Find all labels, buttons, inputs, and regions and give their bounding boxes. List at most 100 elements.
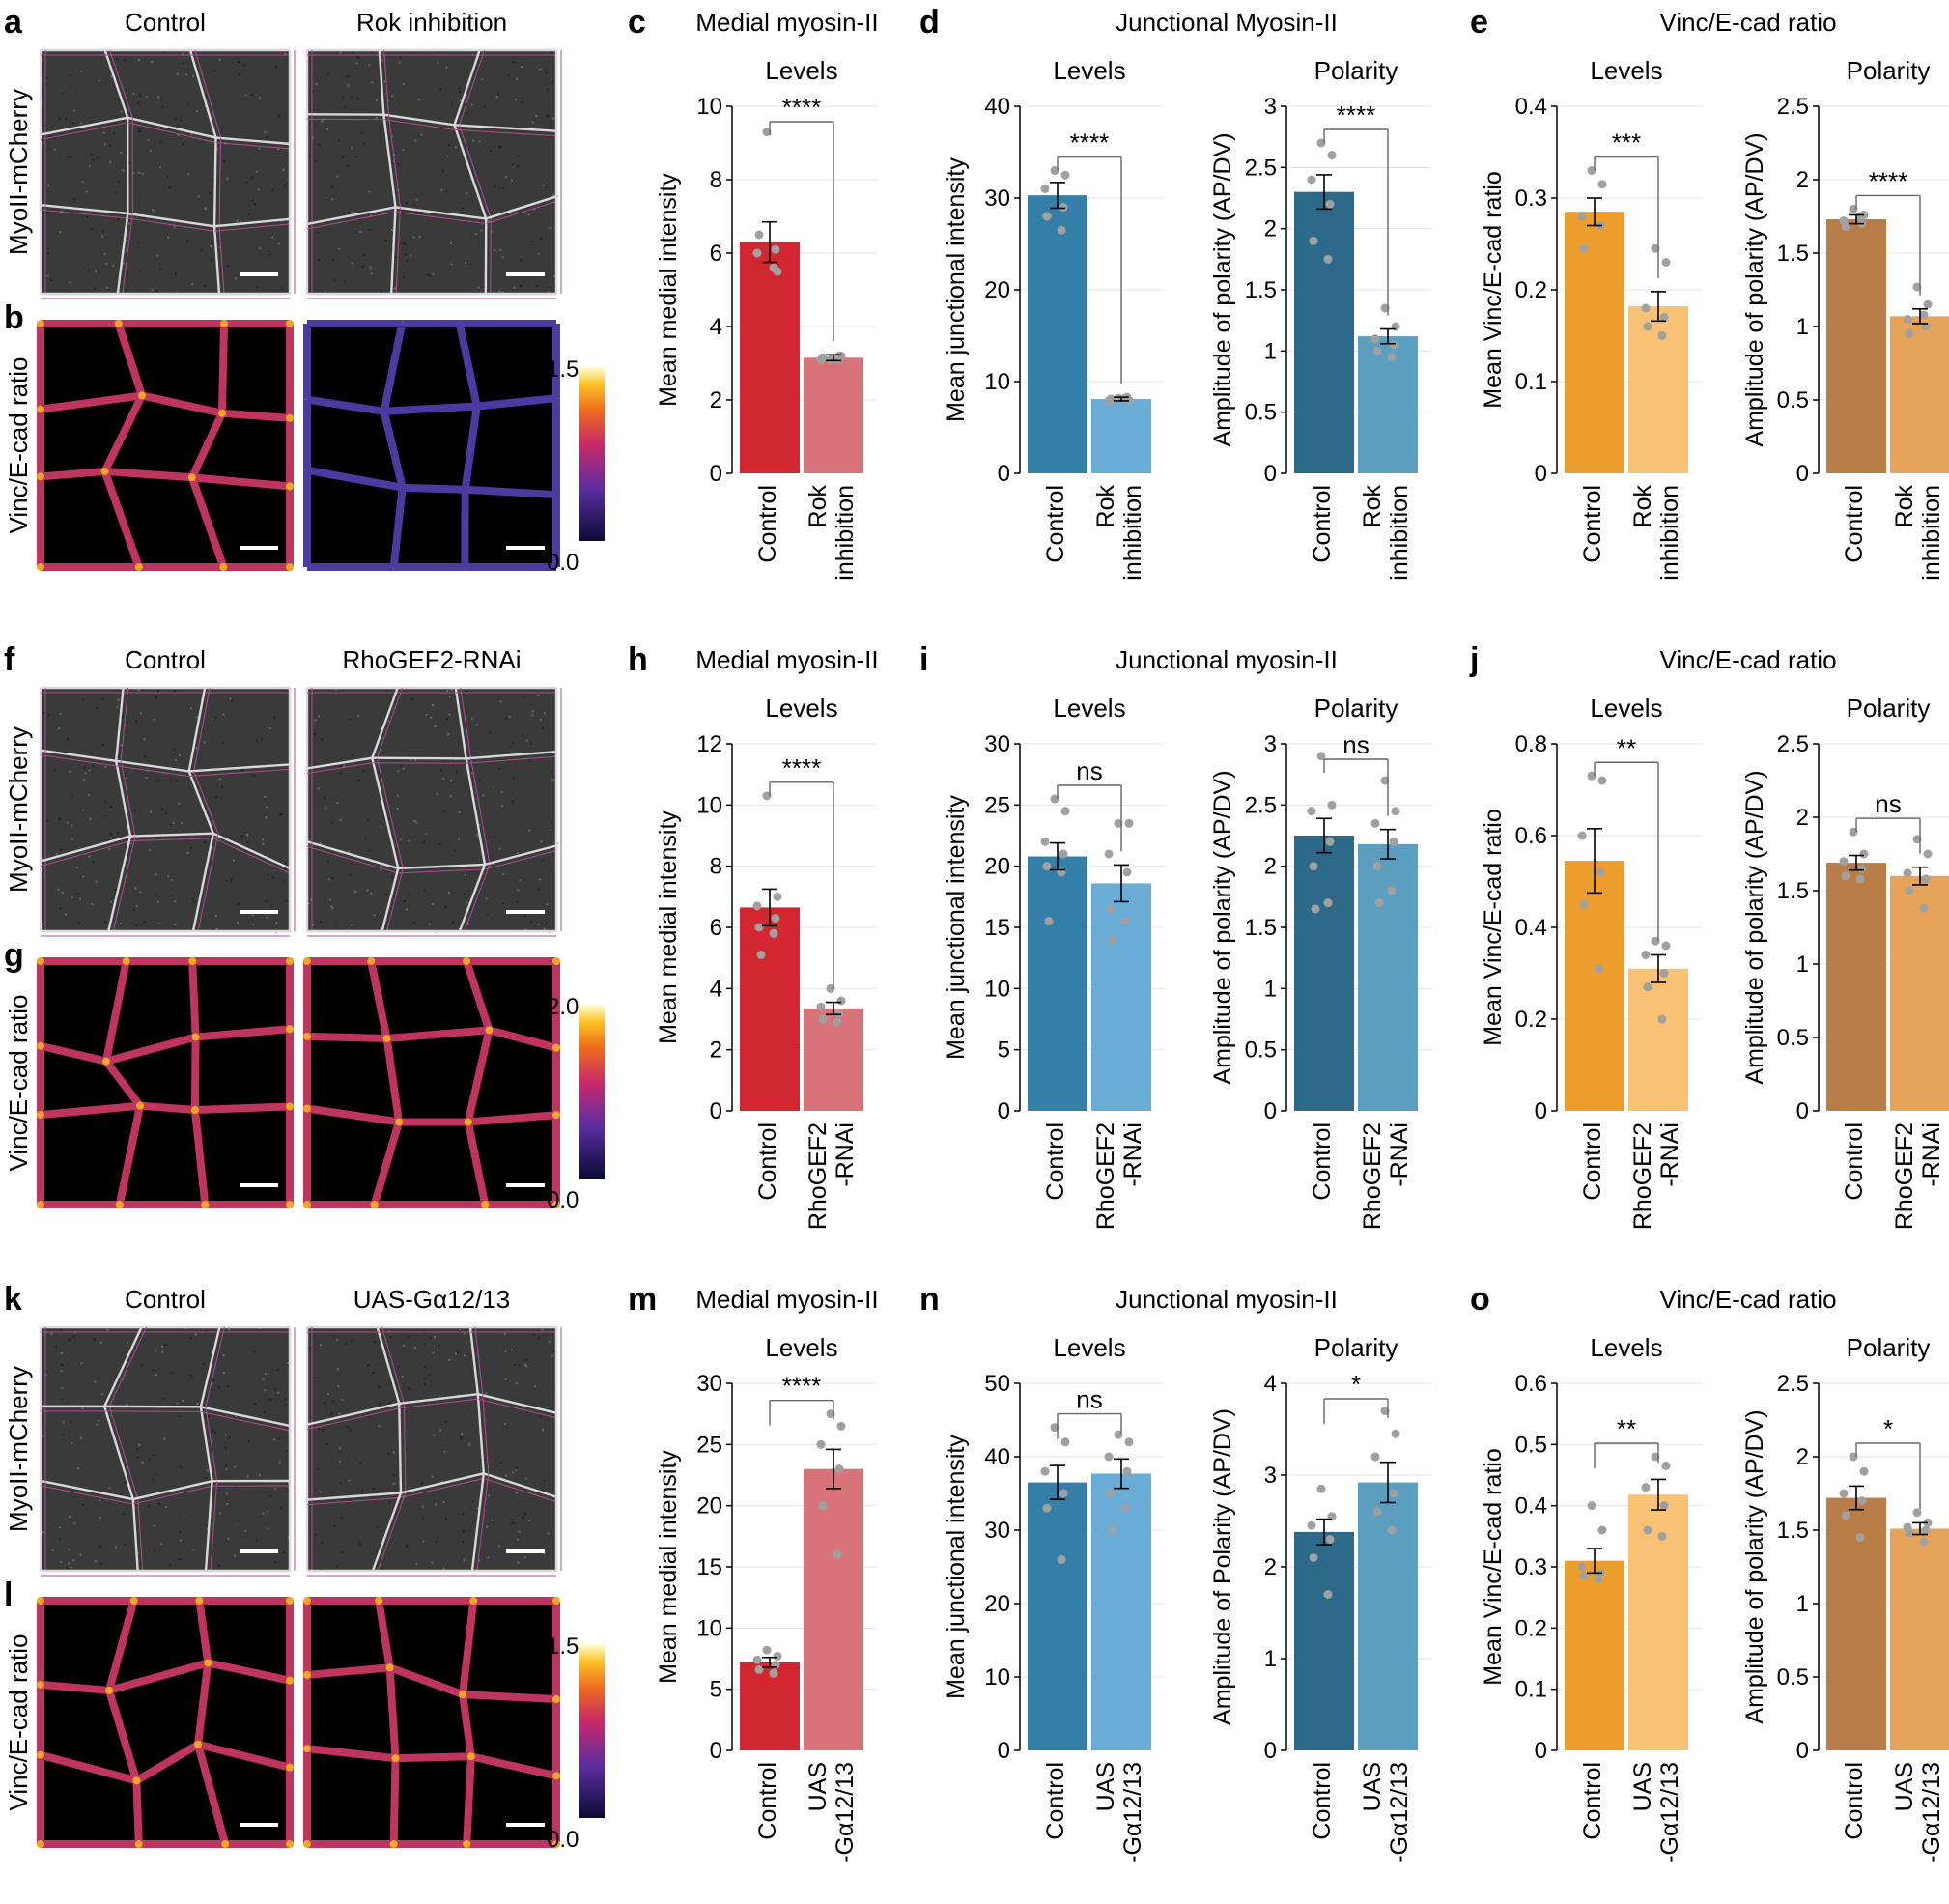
image-noise	[141, 172, 144, 175]
image-noise	[157, 96, 160, 99]
chart-subtitle: Polarity	[1847, 694, 1931, 723]
image-noise	[284, 862, 287, 865]
vertex-hotspot	[463, 1840, 471, 1848]
image-noise	[550, 770, 552, 773]
image-noise	[359, 230, 362, 233]
data-point	[1380, 776, 1390, 785]
image-noise	[327, 72, 330, 75]
image-noise	[498, 767, 501, 770]
image-noise	[159, 268, 162, 270]
image-noise	[531, 714, 534, 717]
significance-label: ****	[782, 753, 821, 782]
y-tick-label: 0.5	[1777, 387, 1809, 413]
image-noise	[459, 99, 462, 102]
data-point	[1912, 282, 1922, 292]
membrane-outline	[116, 765, 189, 777]
image-noise	[98, 79, 100, 82]
image-noise	[543, 1479, 546, 1482]
image-noise	[252, 199, 255, 202]
image-noise	[314, 1533, 317, 1536]
image-noise	[73, 109, 76, 112]
image-noise	[358, 1544, 361, 1547]
image-noise	[234, 277, 237, 280]
image-noise	[341, 1550, 344, 1553]
y-axis-label: Mean medial intensity	[655, 810, 682, 1044]
y-tick-label: 0.5	[1245, 1037, 1277, 1064]
significance-label: *	[1883, 1414, 1893, 1443]
image-noise	[482, 794, 485, 797]
image-noise	[70, 86, 72, 89]
cell-junction	[485, 195, 557, 220]
image-noise	[464, 262, 466, 265]
image-noise	[248, 1439, 251, 1442]
image-background	[41, 1327, 290, 1571]
image-noise	[320, 920, 323, 923]
image-noise	[411, 698, 414, 701]
image-noise	[441, 170, 444, 173]
data-point	[1659, 1501, 1669, 1511]
vertex-hotspot	[190, 1106, 199, 1115]
image-noise	[494, 249, 496, 252]
vertex-hotspot	[37, 1201, 44, 1208]
image-noise	[331, 198, 334, 201]
image-noise	[523, 1556, 526, 1559]
image-noise	[338, 1412, 341, 1415]
data-point	[1661, 258, 1671, 267]
image-noise	[525, 1477, 528, 1480]
cell-junction	[376, 1326, 401, 1405]
image-noise	[112, 264, 115, 267]
image-noise	[413, 1347, 416, 1350]
image-noise	[267, 250, 269, 253]
image-noise	[212, 70, 215, 72]
image-noise	[144, 755, 147, 758]
image-noise	[91, 153, 94, 156]
image-noise	[138, 171, 141, 174]
data-point	[1841, 1511, 1850, 1520]
image-noise	[355, 62, 358, 65]
data-point	[769, 1668, 778, 1678]
image-noise	[181, 53, 184, 56]
image-noise	[486, 913, 489, 916]
image-noise	[185, 73, 188, 76]
image-noise	[324, 290, 326, 293]
data-point	[1905, 886, 1914, 895]
image-noise	[448, 144, 451, 147]
y-tick-label: 2.5	[1245, 792, 1277, 818]
image-noise	[71, 838, 73, 840]
membrane-outline	[108, 1326, 147, 1407]
x-tick-label: RhoGEF2	[1629, 1123, 1656, 1230]
image-noise	[435, 1540, 438, 1543]
data-point	[1309, 862, 1318, 871]
cell-junction	[488, 1026, 558, 1052]
cell-junction	[371, 687, 399, 759]
cell-junction	[115, 760, 132, 837]
cell-junction	[104, 1033, 197, 1066]
membrane-outline	[399, 1398, 478, 1409]
image-noise	[520, 65, 523, 68]
vertex-hotspot	[134, 563, 143, 571]
image-noise	[511, 800, 514, 803]
data-point	[752, 248, 762, 258]
panel-letter: m	[628, 1281, 657, 1318]
x-tick-label: Control	[1309, 1762, 1336, 1840]
data-point	[1905, 329, 1914, 339]
image-noise	[54, 1345, 57, 1348]
image-noise	[348, 1479, 351, 1482]
vertex-hotspot	[194, 1740, 203, 1748]
cell-junction	[195, 1025, 291, 1041]
colorbar	[579, 367, 605, 541]
image-noise	[379, 755, 381, 758]
chart-subtitle: Polarity	[1314, 1333, 1398, 1362]
y-tick-label: 0	[1535, 461, 1547, 487]
x-tick-label: -Gα12/13	[1918, 1762, 1945, 1863]
image-noise	[134, 887, 137, 890]
membrane-outline	[218, 226, 225, 295]
image-noise	[467, 170, 470, 173]
image-noise	[412, 203, 415, 206]
data-point	[1587, 771, 1596, 781]
image-noise	[464, 893, 466, 895]
data-point	[1316, 1484, 1326, 1493]
image-noise	[264, 1389, 267, 1392]
image-noise	[263, 854, 266, 857]
image-background	[307, 324, 556, 567]
